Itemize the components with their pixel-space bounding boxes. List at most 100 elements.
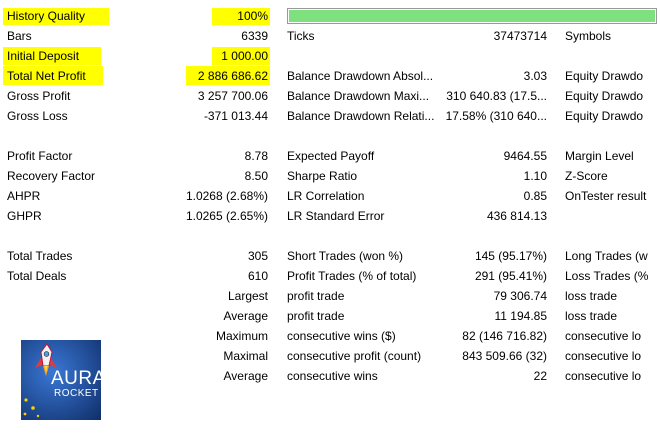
history-quality-label: History Quality bbox=[7, 9, 86, 23]
stats-cell-c4 bbox=[444, 46, 547, 66]
stats-cell-c2 bbox=[145, 126, 268, 146]
stats-cell-c3 bbox=[287, 126, 444, 146]
highlight-initial-deposit-value bbox=[212, 47, 270, 65]
stats-cell-c1: Gross Loss bbox=[7, 109, 68, 123]
stats-cell-c1: AHPR bbox=[7, 189, 41, 203]
stats-cell-c2: 8.50 bbox=[244, 169, 268, 183]
rocket-icon bbox=[21, 340, 101, 420]
stats-row: AHPR 1.0268 (2.68%) LR Correlation 0.85 OnTe… bbox=[0, 186, 657, 206]
stats-row: Initial Deposit 1 000.00 bbox=[0, 46, 657, 66]
stats-cell-c4: 0.85 bbox=[523, 189, 547, 203]
highlight-history-quality-value bbox=[212, 8, 270, 25]
stats-row: Total Net Profit 2 886 686.62 Balance Draw… bbox=[0, 66, 657, 86]
stats-cell-c5: consecutive lo bbox=[565, 329, 642, 343]
stats-cell-c3: Balance Drawdown Absol... bbox=[287, 69, 434, 83]
stats-cell-c2 bbox=[145, 226, 268, 246]
stats-cell-c2: 6339 bbox=[241, 29, 268, 43]
stats-cell-c1: Total Trades bbox=[7, 249, 73, 263]
stats-cell-c2: 8.78 bbox=[244, 149, 268, 163]
stats-cell-c4: 79 306.74 bbox=[493, 289, 547, 303]
stats-cell-c3: profit trade bbox=[287, 309, 345, 323]
stats-cell-c5 bbox=[565, 206, 657, 226]
stats-cell-c3: Profit Trades (% of total) bbox=[287, 269, 417, 283]
stats-cell-c1: Initial Deposit bbox=[7, 49, 80, 63]
stats-cell-c4: 17.58% (310 640... bbox=[445, 109, 547, 123]
stats-cell-c2: 1.0268 (2.68%) bbox=[185, 189, 268, 203]
stats-cell-c4: 1.10 bbox=[523, 169, 547, 183]
aura-rocket-logo: AURA ROCKET bbox=[21, 340, 101, 420]
stats-cell-c1 bbox=[7, 226, 142, 246]
stats-cell-c4: 82 (146 716.82) bbox=[462, 329, 547, 343]
history-quality-value: 100% bbox=[237, 9, 268, 23]
stats-cell-c3: Ticks bbox=[287, 29, 315, 43]
stats-cell-c2: 1 000.00 bbox=[221, 49, 268, 63]
stats-cell-c5: consecutive lo bbox=[565, 369, 642, 383]
stats-cell-c1 bbox=[7, 126, 142, 146]
stats-cell-c1 bbox=[7, 306, 142, 326]
stats-cell-c2: 2 886 686.62 bbox=[197, 69, 268, 83]
stats-cell-c5: Margin Level bbox=[565, 149, 634, 163]
stats-cell-c2: -371 013.44 bbox=[203, 109, 268, 123]
highlight-initial-deposit-label bbox=[3, 47, 101, 65]
stats-row: Total Deals 610 Profit Trades (% of total)… bbox=[0, 266, 657, 286]
stats-cell-c2: Average bbox=[223, 369, 268, 383]
stats-cell-c2: 610 bbox=[247, 269, 268, 283]
stats-cell-c4: 9464.55 bbox=[503, 149, 547, 163]
stats-cell-c4: 22 bbox=[533, 369, 547, 383]
stats-cell-c2: 3 257 700.06 bbox=[197, 89, 268, 103]
stats-cell-c4: 145 (95.17%) bbox=[474, 249, 547, 263]
stats-cell-c5: Equity Drawdo bbox=[565, 89, 644, 103]
stats-row bbox=[0, 126, 657, 146]
stats-cell-c3: Short Trades (won %) bbox=[287, 249, 404, 263]
stats-cell-c5: consecutive lo bbox=[565, 349, 642, 363]
stats-cell-c4: 3.03 bbox=[523, 69, 547, 83]
stats-cell-c5: loss trade bbox=[565, 309, 618, 323]
stats-row: Gross Profit 3 257 700.06 Balance Drawdown… bbox=[0, 86, 657, 106]
stats-cell-c4: 37473714 bbox=[493, 29, 547, 43]
stats-cell-c3: Sharpe Ratio bbox=[287, 169, 358, 183]
history-quality-bar-fill bbox=[289, 10, 655, 22]
stats-cell-c3: consecutive wins bbox=[287, 369, 378, 383]
stats-row: Largest profit trade 79 306.74 loss trade bbox=[0, 286, 657, 306]
stats-cell-c2: Maximum bbox=[215, 329, 268, 343]
stats-cell-c3: consecutive wins ($) bbox=[287, 329, 396, 343]
stats-cell-c5 bbox=[565, 226, 657, 246]
stats-row: Recovery Factor 8.50 Sharpe Ratio 1.10 Z-Sco… bbox=[0, 166, 657, 186]
stats-cell-c1: Total Deals bbox=[7, 269, 67, 283]
stats-cell-c5: Long Trades (w bbox=[565, 249, 648, 263]
stats-cell-c4 bbox=[444, 226, 547, 246]
stats-cell-c4: 310 640.83 (17.5... bbox=[446, 89, 547, 103]
stats-cell-c3: Balance Drawdown Maxi... bbox=[287, 89, 430, 103]
stats-cell-c5: OnTester result bbox=[565, 189, 647, 203]
highlight-history-quality-label bbox=[3, 8, 109, 25]
stats-cell-c1: Gross Profit bbox=[7, 89, 71, 103]
stats-row: Profit Factor 8.78 Expected Payoff 9464.55 M… bbox=[0, 146, 657, 166]
stats-cell-c5 bbox=[565, 126, 657, 146]
history-quality-bar bbox=[287, 8, 657, 24]
history-quality-row: History Quality 100% bbox=[0, 6, 657, 26]
stats-cell-c2: Average bbox=[223, 309, 268, 323]
stats-cell-c2: 1.0265 (2.65%) bbox=[185, 209, 268, 223]
stats-cell-c2: 305 bbox=[247, 249, 268, 263]
stats-row: Gross Loss -371 013.44 Balance Drawdown Re… bbox=[0, 106, 657, 126]
highlight-total-net-profit-label bbox=[3, 66, 103, 85]
stats-cell-c1 bbox=[7, 286, 142, 306]
stats-cell-c3: Balance Drawdown Relati... bbox=[287, 109, 435, 123]
stats-cell-c1: Total Net Profit bbox=[7, 69, 86, 83]
stats-cell-c5: Loss Trades (% bbox=[565, 269, 649, 283]
stats-row: Average consecutive wins 22 consecutive lo bbox=[0, 366, 657, 386]
stats-cell-c5: Symbols bbox=[565, 29, 612, 43]
stats-row: Average profit trade 11 194.85 loss trade bbox=[0, 306, 657, 326]
stats-cell-c4 bbox=[444, 126, 547, 146]
stats-row: Maximum consecutive wins ($) 82 (146 716.8… bbox=[0, 326, 657, 346]
stats-row: Maximal consecutive profit (count) 843 509… bbox=[0, 346, 657, 366]
stats-cell-c4: 11 194.85 bbox=[494, 309, 548, 323]
stats-row: Total Trades 305 Short Trades (won %) 145 (… bbox=[0, 246, 657, 266]
stats-row: Bars 6339 Ticks 37473714 Symbols bbox=[0, 26, 657, 46]
stats-cell-c3: Expected Payoff bbox=[287, 149, 375, 163]
stats-row: GHPR 1.0265 (2.65%) LR Standard Error 436 8… bbox=[0, 206, 657, 226]
stats-cell-c3: consecutive profit (count) bbox=[287, 349, 422, 363]
stats-cell-c1: GHPR bbox=[7, 209, 42, 223]
stats-cell-c5: loss trade bbox=[565, 289, 618, 303]
stats-cell-c1: Bars bbox=[7, 29, 32, 43]
